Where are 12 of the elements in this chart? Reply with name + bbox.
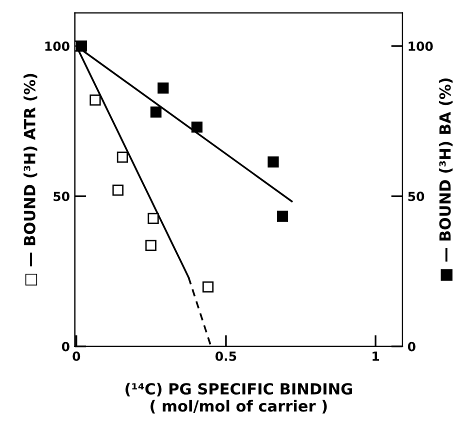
y2-tick-label: 50 <box>408 192 424 202</box>
y-tick-label: 50 <box>54 192 70 202</box>
x-tick-label: 0 <box>72 351 80 361</box>
y-axis-title: □ — BOUND (³H) ATR (%) <box>24 74 38 286</box>
x-tick-label: 1 <box>372 352 380 361</box>
y-tick-label: 0 <box>62 342 70 352</box>
x-axis-title: (¹⁴C) PG SPECIFIC BINDING ( mol/mol of carrier ) <box>126 382 352 414</box>
x-tick-label: 0.5 <box>215 351 236 361</box>
y2-axis-title: ■ — BOUND (³H) BA (%) <box>439 78 453 281</box>
y2-tick-label: 100 <box>408 42 433 51</box>
y2-tick-label: 0 <box>408 342 416 352</box>
y-tick-label: 100 <box>45 42 70 51</box>
